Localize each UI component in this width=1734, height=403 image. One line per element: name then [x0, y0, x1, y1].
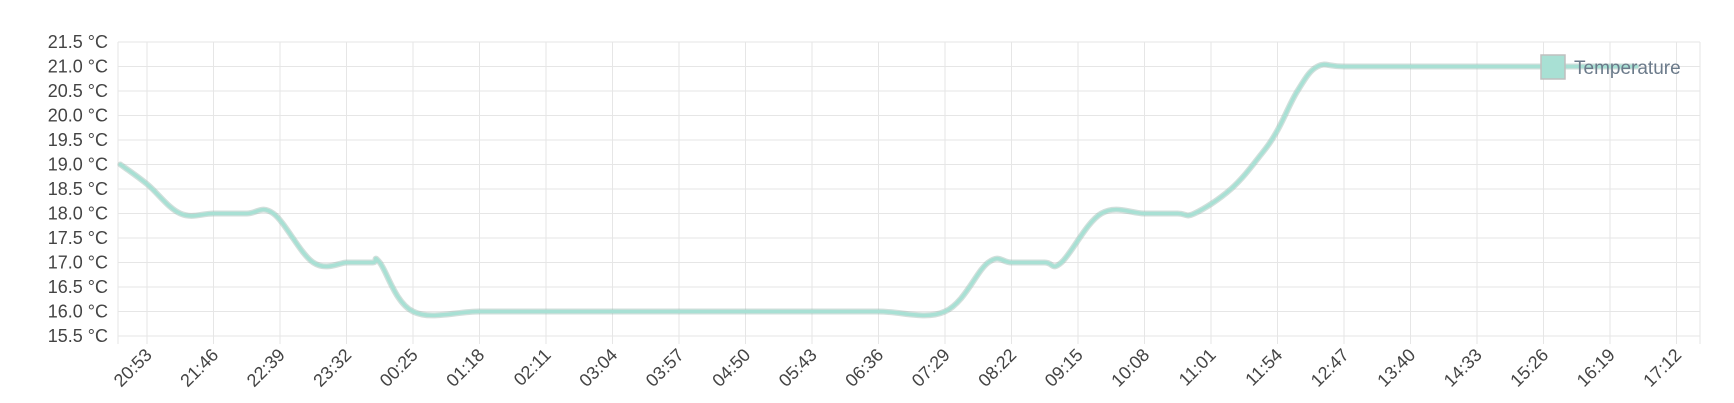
legend-swatch[interactable] — [1541, 55, 1565, 79]
x-tick-label: 01:18 — [442, 345, 488, 391]
x-tick-label: 16:19 — [1573, 345, 1619, 391]
y-tick-label: 21.0 °C — [48, 57, 108, 77]
legend[interactable]: Temperature — [1541, 55, 1681, 79]
x-tick-label: 10:08 — [1107, 345, 1153, 391]
y-tick-label: 21.5 °C — [48, 32, 108, 52]
y-tick-label: 15.5 °C — [48, 326, 108, 346]
x-tick-label: 08:22 — [974, 345, 1020, 391]
x-axis: 20:53 21:46 22:39 23:32 00:25 01:18 02:11 03:04… — [110, 345, 1685, 391]
x-tick-label: 07:29 — [908, 345, 954, 391]
x-tick-label: 00:25 — [376, 345, 422, 391]
x-tick-label: 11:54 — [1241, 345, 1286, 390]
x-tick-label: 04:50 — [708, 345, 754, 391]
x-tick-label: 05:43 — [775, 345, 821, 391]
x-tick-label: 14:33 — [1440, 345, 1486, 391]
x-tick-label: 15:26 — [1506, 345, 1552, 391]
x-tick-label: 03:57 — [642, 345, 688, 391]
y-tick-label: 17.0 °C — [48, 253, 108, 273]
y-tick-label: 19.0 °C — [48, 155, 108, 175]
y-tick-label: 20.0 °C — [48, 106, 108, 126]
legend-label[interactable]: Temperature — [1574, 58, 1681, 79]
y-tick-label: 17.5 °C — [48, 228, 108, 248]
y-axis: 15.5 °C 16.0 °C 16.5 °C 17.0 °C 17.5 °C 18.0 … — [48, 32, 108, 346]
x-tick-label: 12:47 — [1307, 345, 1353, 391]
x-tick-label: 03:04 — [575, 345, 621, 391]
y-tick-label: 20.5 °C — [48, 81, 108, 101]
x-tick-label: 02:11 — [510, 345, 555, 390]
x-tick-label: 06:36 — [841, 345, 887, 391]
x-tick-label: 22:39 — [243, 345, 289, 391]
grid — [118, 42, 1700, 344]
y-tick-label: 16.0 °C — [48, 302, 108, 322]
x-tick-label: 23:32 — [309, 345, 355, 391]
x-tick-label: 21:46 — [176, 345, 222, 391]
x-tick-label: 09:15 — [1041, 345, 1087, 391]
x-tick-label: 13:40 — [1373, 345, 1419, 391]
x-tick-label: 20:53 — [110, 345, 156, 391]
y-tick-label: 16.5 °C — [48, 277, 108, 297]
y-tick-label: 19.5 °C — [48, 130, 108, 150]
x-tick-label: 11:01 — [1175, 345, 1220, 390]
y-tick-label: 18.0 °C — [48, 204, 108, 224]
x-tick-label: 17:12 — [1639, 345, 1685, 391]
y-tick-label: 18.5 °C — [48, 179, 108, 199]
